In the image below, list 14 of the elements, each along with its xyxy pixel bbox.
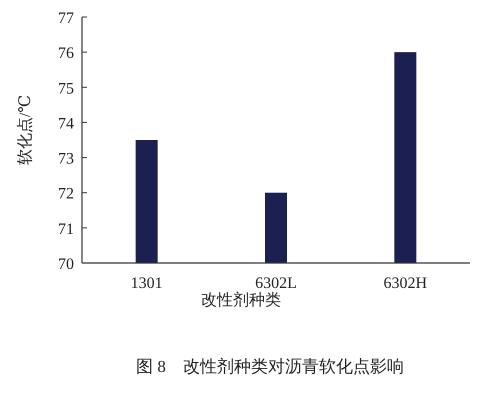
y-tick-label: 72 (58, 186, 74, 203)
y-tick-label: 71 (58, 220, 74, 238)
text: 图 8 改性剂种类对沥青软化点影响 (136, 357, 404, 376)
y-tick-label: 70 (58, 256, 74, 273)
x-tick-label: 6302L (255, 275, 297, 292)
y-tick-label: 76 (58, 45, 74, 62)
y-tick-label: 73 (58, 150, 74, 168)
y-axis-title: 软化点/℃ (16, 94, 34, 166)
x-tick-label: 6302H (384, 275, 428, 292)
x-tick-label: 1301 (130, 275, 163, 292)
y-tick-label: 77 (58, 10, 74, 27)
y-tick-label: 74 (58, 115, 74, 132)
y-tick-label: 75 (58, 80, 74, 98)
x-axis-title: 改性剂种类 (201, 291, 281, 309)
